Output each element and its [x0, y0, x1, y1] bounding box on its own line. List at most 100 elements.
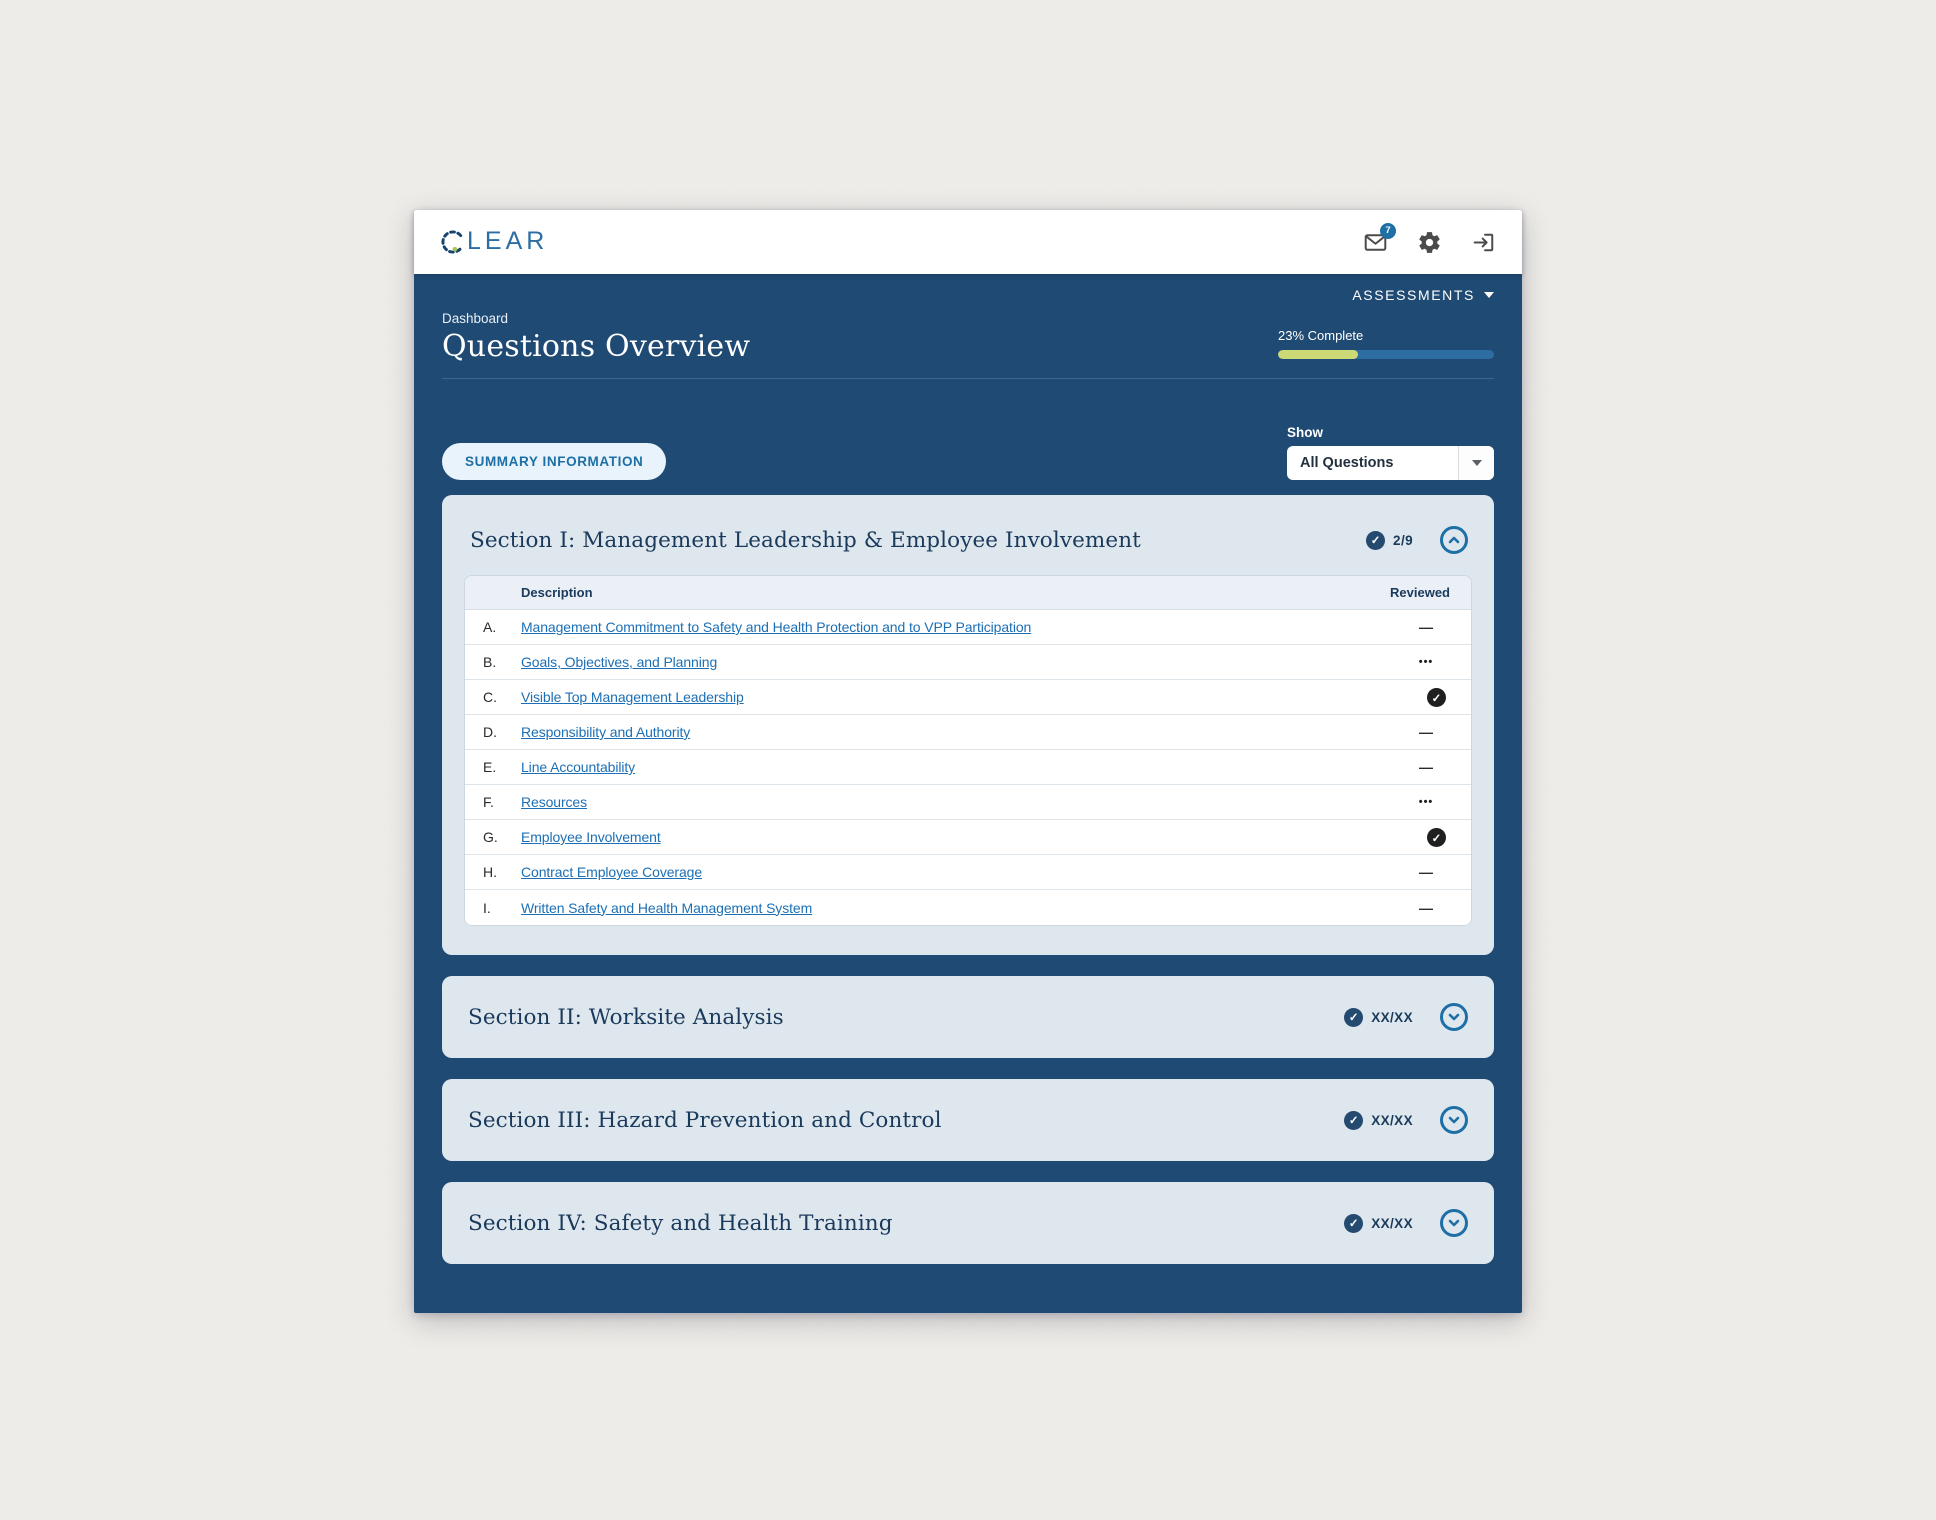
sign-in-button[interactable]	[1470, 229, 1496, 255]
toolbar-row: SUMMARY INFORMATION Show All Questions	[442, 425, 1494, 480]
question-link[interactable]: Contract Employee Coverage	[521, 864, 703, 880]
section-card-4[interactable]: Section IV: Safety and Health Training X…	[442, 1182, 1494, 1264]
mail-badge: 7	[1380, 223, 1396, 239]
row-letter: I.	[483, 899, 491, 916]
reviewed-status	[1406, 759, 1446, 775]
section-header-right: XX/XX	[1344, 1003, 1468, 1031]
progress-block: 23% Complete	[1278, 328, 1494, 359]
section-header-right: XX/XX	[1344, 1106, 1468, 1134]
title-row: Dashboard Questions Overview 23% Complet…	[442, 311, 1494, 365]
question-link[interactable]: Responsibility and Authority	[521, 724, 691, 740]
section-count: XX/XX	[1371, 1215, 1413, 1231]
table-row: I. Written Safety and Health Management …	[465, 890, 1471, 925]
section-header-right: XX/XX	[1344, 1209, 1468, 1237]
progress-label: 23% Complete	[1278, 328, 1364, 343]
question-link[interactable]: Employee Involvement	[521, 829, 661, 845]
row-letter: E.	[483, 759, 497, 775]
reviewed-status	[1406, 656, 1446, 668]
reviewed-status	[1427, 827, 1446, 847]
section-card-1: Section I: Management Leadership & Emplo…	[442, 495, 1494, 955]
table-header-row: Description Reviewed	[465, 576, 1471, 610]
section-card-2[interactable]: Section II: Worksite Analysis XX/XX	[442, 976, 1494, 1058]
show-filter-group: Show All Questions	[1287, 425, 1494, 480]
show-label: Show	[1287, 425, 1323, 440]
reviewed-status	[1406, 796, 1446, 808]
table-row: H. Contract Employee Coverage	[465, 855, 1471, 890]
show-questions-select[interactable]: All Questions	[1287, 446, 1494, 480]
question-link[interactable]: Management Commitment to Safety and Heal…	[521, 619, 1032, 635]
question-link[interactable]: Resources	[521, 794, 588, 810]
check-circle-icon	[1344, 1007, 1364, 1027]
question-link[interactable]: Goals, Objectives, and Planning	[521, 654, 718, 670]
question-link[interactable]: Written Safety and Health Management Sys…	[521, 899, 813, 916]
row-letter: B.	[483, 654, 497, 670]
section-title: Section III: Hazard Prevention and Contr…	[468, 1107, 942, 1133]
column-header-reviewed: Reviewed	[1390, 585, 1450, 600]
summary-information-button[interactable]: SUMMARY INFORMATION	[442, 443, 667, 480]
table-row: C. Visible Top Management Leadership	[465, 680, 1471, 715]
settings-button[interactable]	[1416, 229, 1442, 255]
nav-row: ASSESSMENTS	[442, 287, 1494, 303]
app-window: LEAR 7	[414, 210, 1522, 1313]
section-title: Section IV: Safety and Health Training	[468, 1210, 893, 1236]
table-row: D. Responsibility and Authority	[465, 715, 1471, 750]
page-title: Questions Overview	[442, 329, 751, 364]
table-row: G. Employee Involvement	[465, 820, 1471, 855]
progress-bar	[1278, 350, 1494, 359]
row-letter: H.	[483, 864, 497, 880]
chevron-up-icon	[1448, 536, 1460, 544]
clear-logo-c-mark	[441, 230, 463, 254]
title-divider	[442, 378, 1494, 379]
mail-button[interactable]: 7	[1362, 223, 1396, 255]
topbar-icons: 7	[1362, 223, 1496, 255]
chevron-down-icon	[1448, 1219, 1460, 1227]
section-1-header[interactable]: Section I: Management Leadership & Emplo…	[464, 521, 1472, 554]
table-row: E. Line Accountability	[465, 750, 1471, 785]
show-select-value: All Questions	[1300, 455, 1394, 471]
logo-text: LEAR	[467, 226, 549, 255]
row-letter: G.	[483, 829, 498, 845]
show-select-caret-button[interactable]	[1458, 446, 1494, 480]
section-count: XX/XX	[1371, 1112, 1413, 1128]
main-content: ASSESSMENTS Dashboard Questions Overview…	[414, 274, 1522, 1313]
expand-section-button[interactable]	[1440, 1106, 1468, 1134]
section-title: Section II: Worksite Analysis	[468, 1004, 784, 1030]
reviewed-status	[1406, 864, 1446, 880]
expand-section-button[interactable]	[1440, 1209, 1468, 1237]
column-header-description: Description	[521, 585, 593, 600]
table-row: F. Resources	[465, 785, 1471, 820]
breadcrumb: Dashboard	[442, 311, 509, 326]
assessments-label: ASSESSMENTS	[1352, 287, 1475, 303]
clear-logo: LEAR	[440, 226, 549, 255]
row-letter: C.	[483, 689, 497, 705]
assessments-menu[interactable]: ASSESSMENTS	[1352, 287, 1494, 303]
question-link[interactable]: Line Accountability	[521, 759, 636, 775]
chevron-down-icon	[1448, 1013, 1460, 1021]
section-count: 2/9	[1393, 532, 1413, 548]
check-circle-icon	[1366, 530, 1386, 550]
section-title: Section I: Management Leadership & Emplo…	[470, 527, 1141, 553]
reviewed-status	[1406, 724, 1446, 740]
chevron-down-icon	[1471, 460, 1482, 466]
row-letter: F.	[483, 794, 494, 810]
reviewed-status	[1406, 900, 1446, 916]
top-bar: LEAR 7	[414, 210, 1522, 274]
table-row: B. Goals, Objectives, and Planning	[465, 645, 1471, 680]
expand-section-button[interactable]	[1440, 1003, 1468, 1031]
title-block: Dashboard Questions Overview	[442, 311, 750, 365]
row-letter: A.	[483, 619, 497, 635]
check-circle-icon	[1344, 1213, 1364, 1233]
questions-table: Description Reviewed A. Management Commi…	[464, 575, 1472, 926]
question-link[interactable]: Visible Top Management Leadership	[521, 689, 744, 705]
section-count: XX/XX	[1371, 1009, 1413, 1025]
section-card-3[interactable]: Section III: Hazard Prevention and Contr…	[442, 1079, 1494, 1161]
reviewed-status	[1427, 687, 1446, 707]
collapse-section-button[interactable]	[1440, 526, 1468, 554]
progress-fill	[1278, 350, 1358, 359]
reviewed-status	[1406, 619, 1446, 635]
chevron-down-icon	[1484, 292, 1494, 298]
check-circle-icon	[1344, 1110, 1364, 1130]
logo-green-dot	[452, 246, 458, 252]
sign-in-icon	[1473, 233, 1493, 251]
